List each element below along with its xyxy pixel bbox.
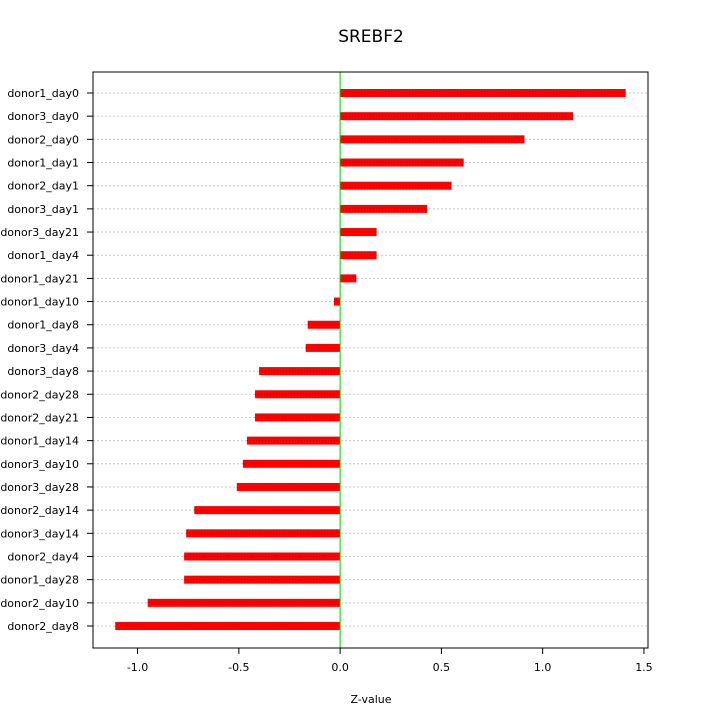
- bar-donor1_day14: [246, 436, 341, 445]
- y-tick-label: donor2_day28: [0, 388, 79, 401]
- y-tick-label: donor2_day14: [0, 504, 79, 517]
- x-tick-label: 1.0: [534, 661, 552, 674]
- y-tick-label: donor2_day21: [0, 411, 79, 424]
- x-tick-label: -1.0: [127, 661, 148, 674]
- y-tick-label: donor3_day14: [0, 527, 79, 540]
- y-tick-label: donor3_day1: [7, 203, 79, 216]
- bar-donor2_day8: [115, 622, 341, 630]
- bar-donor3_day14: [186, 529, 341, 538]
- y-tick-label: donor1_day14: [0, 435, 79, 448]
- y-tick-label: donor1_day1: [7, 157, 79, 170]
- y-tick-label: donor3_day10: [0, 458, 79, 471]
- y-tick-label: donor1_day10: [0, 296, 79, 309]
- bar-donor3_day1: [340, 204, 428, 213]
- y-tick-label: donor3_day8: [7, 365, 79, 378]
- bar-donor3_day0: [340, 112, 574, 121]
- bar-donor2_day0: [340, 135, 525, 144]
- chart-title: SREBF2: [338, 27, 404, 47]
- y-tick-label: donor3_day28: [0, 481, 79, 494]
- y-axis: donor1_day0 donor3_day0 donor2_day0 donor1_…: [0, 87, 93, 633]
- y-tick-label: donor3_day21: [0, 226, 79, 239]
- plot-frame: [92, 71, 649, 649]
- y-tick-label: donor1_day21: [0, 272, 79, 285]
- y-tick-label: donor2_day0: [7, 133, 79, 146]
- bar-donor2_day1: [340, 181, 452, 190]
- bar-donor1_day1: [340, 158, 464, 167]
- y-tick-label: donor3_day4: [7, 342, 79, 355]
- bar-donor1_day8: [307, 320, 341, 329]
- y-tick-label: donor3_day0: [7, 110, 79, 123]
- x-tick-label: 1.5: [635, 661, 653, 674]
- y-tick-label: donor1_day0: [7, 87, 79, 100]
- grid-lines: [93, 92, 648, 627]
- bar-donor3_day4: [305, 343, 341, 352]
- x-tick-label: 0.0: [331, 661, 349, 674]
- y-tick-label: donor2_day1: [7, 180, 79, 193]
- x-tick-label: -0.5: [228, 661, 249, 674]
- y-tick-label: donor2_day4: [7, 550, 79, 563]
- y-tick-label: donor2_day8: [7, 620, 79, 633]
- y-tick-label: donor1_day4: [7, 249, 79, 262]
- bar-donor2_day4: [184, 552, 341, 561]
- bar-donor3_day8: [259, 367, 341, 376]
- x-axis-title: Z-value: [350, 693, 391, 706]
- bar-donor1_day28: [184, 575, 341, 584]
- y-tick-label: donor1_day28: [0, 574, 79, 587]
- bars: [115, 89, 626, 630]
- y-tick-label: donor1_day8: [7, 319, 79, 332]
- y-tick-label: donor2_day10: [0, 597, 79, 610]
- x-axis: -1.0 -0.5 0.0 0.5 1.0 1.5: [127, 648, 653, 674]
- bar-donor1_day0: [340, 89, 626, 97]
- x-tick-label: 0.5: [433, 661, 451, 674]
- bar-donor1_day21: [340, 274, 357, 283]
